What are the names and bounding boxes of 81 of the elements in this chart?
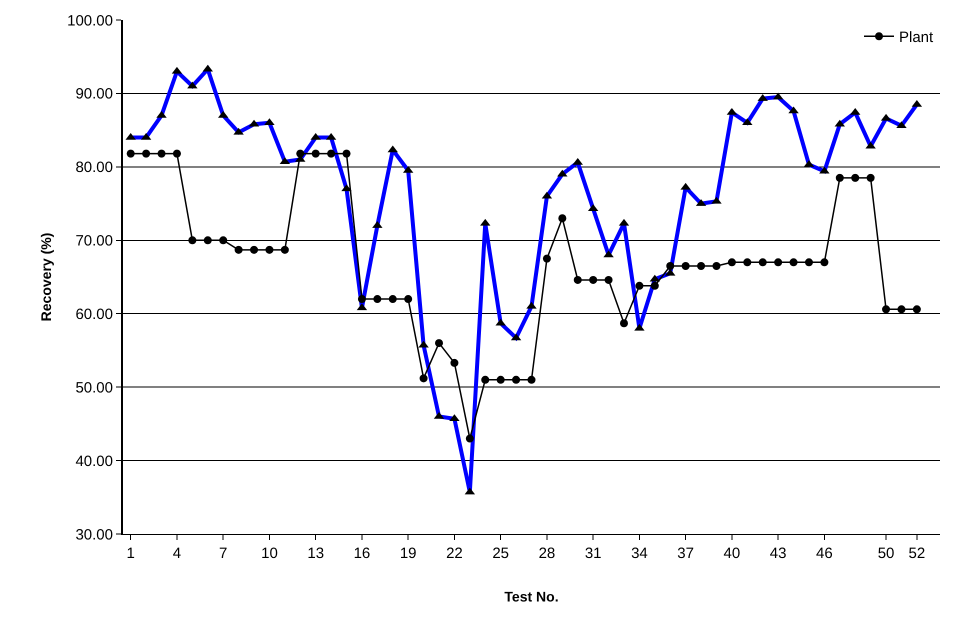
x-tick-label: 13 — [307, 545, 324, 562]
x-tick-label: 46 — [816, 545, 833, 562]
point — [342, 150, 351, 158]
point — [388, 295, 397, 304]
point — [697, 262, 706, 270]
x-tick-label: 7 — [219, 545, 228, 562]
x-tick-label: 4 — [172, 545, 182, 562]
point — [574, 276, 582, 284]
point — [172, 150, 181, 158]
point — [466, 434, 474, 443]
point — [496, 376, 505, 384]
point — [280, 246, 289, 254]
point — [836, 174, 844, 182]
x-tick-label: 22 — [446, 545, 463, 562]
point — [404, 295, 412, 304]
x-tick-label: 50 — [878, 545, 894, 562]
point — [296, 150, 304, 158]
point — [558, 214, 566, 222]
point — [728, 258, 736, 266]
x-tick-label: 52 — [908, 545, 926, 562]
y-tick-label: 40.00 — [75, 452, 113, 470]
point — [204, 236, 212, 244]
point — [373, 295, 382, 304]
x-tick-label: 1 — [126, 545, 135, 562]
point — [435, 339, 444, 348]
y-tick-label: 90.00 — [75, 86, 113, 103]
point — [450, 358, 458, 367]
y-axis-title: Recovery (%) — [38, 232, 54, 322]
point — [666, 262, 674, 270]
point — [158, 150, 166, 158]
point — [219, 236, 228, 244]
x-tick-label: 34 — [631, 545, 648, 562]
y-tick-label: 60.00 — [75, 306, 113, 323]
point — [542, 254, 551, 263]
point — [250, 246, 258, 254]
point — [142, 150, 150, 158]
point — [126, 150, 135, 158]
point — [234, 246, 243, 254]
point — [820, 258, 828, 266]
point — [312, 150, 320, 158]
point — [912, 305, 921, 314]
point — [481, 376, 490, 384]
y-tick-label: 50.00 — [75, 379, 113, 396]
point — [790, 258, 798, 266]
y-tick-label: 30.00 — [75, 526, 113, 544]
x-axis-title: Test No. — [504, 588, 559, 604]
y-tick-label: 80.00 — [75, 159, 113, 176]
x-tick-label: 43 — [770, 545, 786, 562]
point — [589, 276, 598, 284]
y-tick-label: 100.00 — [67, 12, 113, 30]
point — [851, 174, 860, 182]
point — [758, 258, 767, 266]
y-tick-label: 70.00 — [75, 232, 113, 250]
point — [420, 374, 428, 382]
point — [512, 376, 520, 384]
x-tick-label: 37 — [677, 545, 694, 562]
point — [712, 262, 720, 270]
point — [774, 258, 782, 266]
x-tick-label: 10 — [261, 545, 278, 562]
x-tick-label: 19 — [400, 545, 417, 562]
point — [743, 258, 752, 266]
point — [528, 376, 536, 384]
point — [604, 276, 613, 284]
x-tick-label: 28 — [538, 545, 556, 562]
point — [358, 295, 366, 304]
point — [265, 246, 274, 254]
point — [327, 150, 336, 158]
point — [188, 236, 196, 244]
point — [620, 319, 628, 328]
x-tick-label: 16 — [354, 545, 370, 562]
point — [635, 282, 644, 290]
point — [882, 305, 890, 314]
point — [804, 258, 813, 266]
point — [897, 305, 906, 314]
x-tick-label: 31 — [584, 545, 602, 562]
x-tick-label: 40 — [724, 545, 740, 562]
legend-label: Plant — [899, 29, 934, 46]
point — [650, 282, 659, 290]
x-tick-label: 25 — [492, 545, 510, 562]
point — [682, 262, 690, 270]
point — [866, 174, 875, 182]
